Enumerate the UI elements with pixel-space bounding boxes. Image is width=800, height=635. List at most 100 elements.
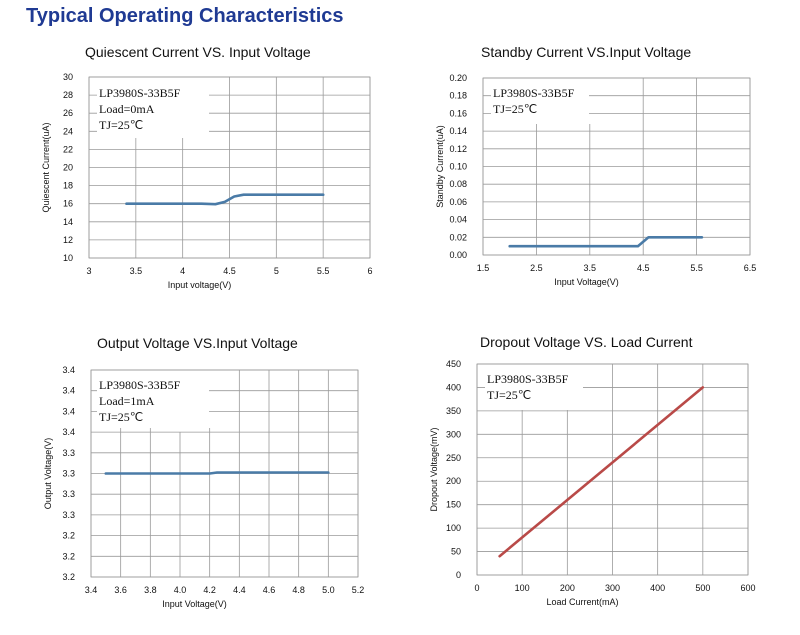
chart-title-dropout: Dropout Voltage VS. Load Current <box>480 334 693 350</box>
annotation-box <box>491 84 589 120</box>
x-tick-label: 300 <box>605 583 620 593</box>
series-line <box>125 193 325 206</box>
y-tick-label: 0.04 <box>449 215 467 225</box>
y-tick-label: 350 <box>446 406 461 416</box>
y-tick-label: 3.3 <box>62 510 75 520</box>
annotation-line: Load=0mA <box>99 102 155 116</box>
y-tick-label: 14 <box>63 217 73 227</box>
annotation-line: LP3980S-33B5F <box>487 372 569 386</box>
annotation-line: TJ=25℃ <box>99 118 143 132</box>
y-tick-label: 50 <box>451 547 461 557</box>
y-tick-label: 0.02 <box>449 232 467 242</box>
series-line <box>498 386 705 558</box>
y-tick-label: 12 <box>63 235 73 245</box>
y-tick-label: 0.20 <box>449 73 467 83</box>
x-tick-label: 4.2 <box>203 585 216 595</box>
x-tick-label: 6 <box>367 266 372 276</box>
series-line <box>104 471 330 475</box>
y-tick-label: 0.06 <box>449 197 467 207</box>
y-tick-label: 30 <box>63 72 73 82</box>
y-tick-label: 3.4 <box>62 365 75 375</box>
x-tick-label: 3.5 <box>584 263 597 273</box>
x-tick-label: 3 <box>86 266 91 276</box>
annotation-line: LP3980S-33B5F <box>99 378 181 392</box>
y-axis-label: Quiescent Current(uA) <box>41 122 51 212</box>
y-tick-label: 3.4 <box>62 427 75 437</box>
x-tick-label: 4.8 <box>292 585 305 595</box>
y-tick-label: 450 <box>446 359 461 369</box>
y-tick-label: 18 <box>63 181 73 191</box>
x-axis-label: Input Voltage(V) <box>162 599 227 609</box>
x-tick-label: 3.8 <box>144 585 157 595</box>
y-tick-label: 0.00 <box>449 250 467 260</box>
x-tick-label: 200 <box>560 583 575 593</box>
plot-border <box>90 369 359 578</box>
y-axis-label: Standby Current(uA) <box>435 125 445 208</box>
y-tick-label: 3.2 <box>62 531 75 541</box>
annotation-box <box>97 84 209 134</box>
x-tick-label: 100 <box>515 583 530 593</box>
y-tick-label: 0.18 <box>449 91 467 101</box>
x-tick-label: 6.5 <box>744 263 757 273</box>
y-tick-label: 3.4 <box>62 406 75 416</box>
y-tick-label: 26 <box>63 108 73 118</box>
x-tick-label: 0 <box>474 583 479 593</box>
y-tick-label: 3.3 <box>62 469 75 479</box>
y-tick-label: 0 <box>456 570 461 580</box>
x-tick-label: 4.5 <box>223 266 236 276</box>
y-axis-label: Dropout Voltage(mV) <box>429 427 439 511</box>
y-tick-label: 3.2 <box>62 551 75 561</box>
y-tick-label: 3.3 <box>62 448 75 458</box>
y-axis-label: Output Voltage(V) <box>43 438 53 510</box>
y-tick-label: 0.14 <box>449 126 467 136</box>
chart-title-quiescent: Quiescent Current VS. Input Voltage <box>85 44 311 60</box>
y-tick-label: 0.10 <box>449 162 467 172</box>
x-tick-label: 5.5 <box>317 266 330 276</box>
annotation-line: Load=1mA <box>99 394 155 408</box>
annotation-line: LP3980S-33B5F <box>99 86 181 100</box>
y-tick-label: 24 <box>63 126 73 136</box>
annotation-line: TJ=25℃ <box>487 388 531 402</box>
x-axis-label: Input Voltage(V) <box>554 277 619 287</box>
y-tick-label: 22 <box>63 144 73 154</box>
x-tick-label: 3.4 <box>85 585 98 595</box>
x-tick-label: 500 <box>695 583 710 593</box>
x-tick-label: 5.0 <box>322 585 335 595</box>
annotation-line: TJ=25℃ <box>99 410 143 424</box>
x-tick-label: 400 <box>650 583 665 593</box>
x-tick-label: 4.5 <box>637 263 650 273</box>
annotation-box <box>485 370 583 406</box>
chart-2: LP3980S-33B5F Load=1mA TJ=25℃ 3.2 3.2 3.2 3.3 3… <box>43 365 364 609</box>
annotation-box <box>97 376 209 428</box>
plot-border <box>88 76 371 259</box>
chart-title-output-voltage: Output Voltage VS.Input Voltage <box>97 335 298 351</box>
x-tick-label: 4.0 <box>174 585 187 595</box>
x-tick-label: 600 <box>740 583 755 593</box>
plot-border <box>482 77 751 256</box>
y-tick-label: 300 <box>446 429 461 439</box>
y-tick-label: 3.3 <box>62 489 75 499</box>
annotation-line: TJ=25℃ <box>493 102 537 116</box>
chart-title-standby: Standby Current VS.Input Voltage <box>481 44 692 60</box>
x-tick-label: 4 <box>180 266 185 276</box>
y-tick-label: 16 <box>63 199 73 209</box>
page-title: Typical Operating Characteristics <box>26 5 344 27</box>
chart-1: LP3980S-33B5F TJ=25℃ 0.00 0.02 0.04 0.06 0.08 0… <box>435 73 756 287</box>
x-tick-label: 5 <box>274 266 279 276</box>
y-tick-label: 0.08 <box>449 179 467 189</box>
y-tick-label: 100 <box>446 523 461 533</box>
y-tick-label: 0.16 <box>449 108 467 118</box>
y-tick-label: 3.4 <box>62 386 75 396</box>
plot-border <box>476 363 749 576</box>
x-tick-label: 3.6 <box>114 585 127 595</box>
x-tick-label: 5.2 <box>352 585 365 595</box>
x-tick-label: 2.5 <box>530 263 543 273</box>
x-tick-label: 1.5 <box>477 263 490 273</box>
y-tick-label: 250 <box>446 453 461 463</box>
y-tick-label: 400 <box>446 382 461 392</box>
x-tick-label: 5.5 <box>690 263 703 273</box>
x-tick-label: 4.6 <box>263 585 276 595</box>
y-tick-label: 0.12 <box>449 144 467 154</box>
y-tick-label: 3.2 <box>62 572 75 582</box>
